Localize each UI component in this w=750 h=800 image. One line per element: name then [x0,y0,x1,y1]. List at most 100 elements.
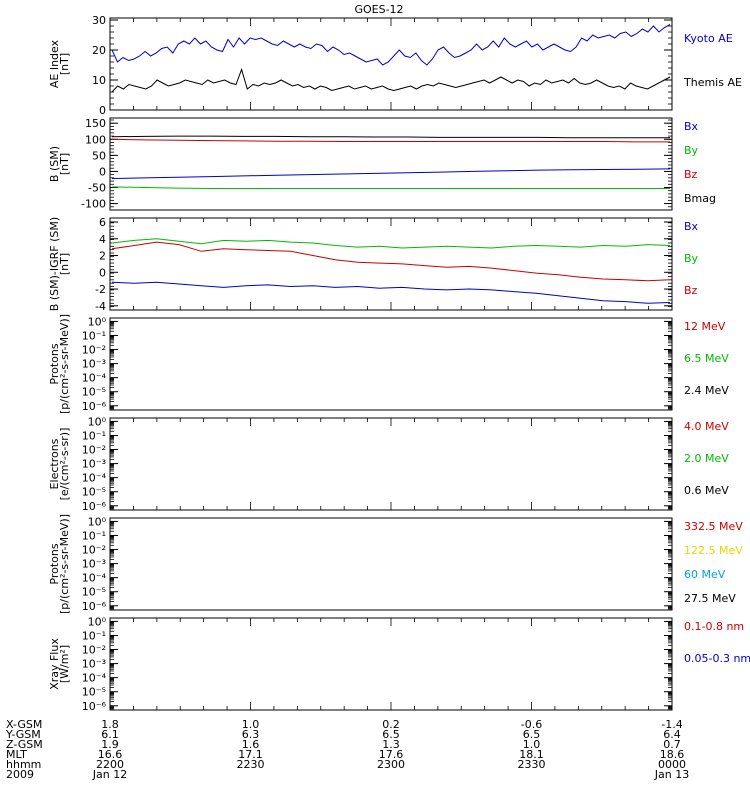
panel-frame [109,317,673,411]
y-tick-label: 10⁻² [82,344,106,357]
x-column-value: 2200 [96,758,124,771]
x-column-value: 2330 [518,758,546,771]
legend-label: Bx [684,120,699,133]
y-axis-label: [p/(cm²-s-sr-MeV)] [58,514,71,614]
x-column-value: -0.6 [521,718,542,731]
x-column-value: 18.6 [660,748,685,761]
x-column-value: 1.0 [242,718,260,731]
x-row-label: X-GSM [6,718,42,731]
legend-label: By [684,144,699,157]
y-axis-label: [nT] [58,253,71,275]
y-tick-label: 10⁻¹ [82,329,106,342]
y-tick-label: 4 [99,233,106,246]
y-axis-label: B (SM) [48,146,61,182]
legend-label: 122.5 MeV [684,544,743,557]
legend-label: Bx [684,220,699,233]
panel-frame [109,617,673,711]
x-row-label: hhmm [6,758,41,771]
x-row-label: Z-GSM [6,738,43,751]
y-tick-label: 10⁰ [88,315,107,328]
y-tick-label: 0 [99,104,106,117]
panel-frame [109,17,673,111]
y-tick-label: 10⁻³ [82,558,106,571]
y-axis-label: [p/(cm²-s-sr-MeV)] [58,314,71,414]
panel-frame [109,117,673,211]
series-line-bx [111,168,671,179]
y-axis-label: [nT] [58,53,71,75]
y-tick-label: 10⁻⁶ [82,500,107,513]
legend-label: 0.1-0.8 nm [684,620,744,633]
legend-label: 2.0 MeV [684,452,729,465]
y-tick-label: 150 [85,117,106,130]
y-tick-label: 0 [99,266,106,279]
legend-label: 4.0 MeV [684,420,729,433]
y-tick-label: -4 [95,300,106,313]
y-tick-label: -50 [88,182,106,195]
legend-label: Bz [684,168,698,181]
y-tick-label: 10⁰ [88,415,107,428]
series-line-bz [111,241,671,282]
y-tick-label: -2 [95,283,106,296]
legend-label: 2.4 MeV [684,384,729,397]
x-column-value: 16.6 [98,748,123,761]
y-axis-label: Protons [48,543,61,584]
y-tick-label: 10⁻¹ [82,629,106,642]
y-tick-label: 10⁻⁶ [82,600,107,613]
x-column-value: 2300 [377,758,405,771]
legend-label: 60 MeV [684,568,726,581]
chart-title: GOES-12 [354,3,403,16]
x-column-value: 2230 [237,758,265,771]
y-tick-label: 0 [99,165,106,178]
y-tick-label: 6 [99,216,106,229]
panel-4: 10⁻⁶10⁻⁵10⁻⁴10⁻³10⁻²10⁻¹10⁰Protons[p/(cm… [48,314,729,710]
panel-1: 0 10 20 30 AE Index[nT] Kyoto AE Themis AE [48,14,742,117]
series-line-bmag [111,135,670,139]
y-tick-label: 10⁻⁴ [82,672,107,685]
legend-label: 332.5 MeV [684,520,743,533]
y-tick-label: 10⁰ [88,615,107,628]
y-axis-label: AE Index [48,39,61,88]
y-axis-label: B (SM)-IGRF (SM) [48,217,61,311]
y-tick-label: 10⁰ [88,515,107,528]
y-tick-label: 10 [92,74,106,87]
y-axis-label: [W/m²] [58,645,71,683]
legend-label: 0.6 MeV [684,484,729,497]
x-column-value: 17.1 [238,748,263,761]
x-column-value: 18.1 [519,748,544,761]
x-column-value: 6.5 [523,728,541,741]
y-tick-label: 10⁻⁴ [82,372,107,385]
y-tick-label: 10⁻² [82,444,106,457]
y-tick-label: 10⁻⁵ [82,686,106,699]
legend-label: Bmag [684,192,716,205]
legend-label: 0.05-0.3 nm [684,652,750,665]
x-row-label: Y-GSM [5,728,41,741]
y-tick-label: 10⁻³ [82,358,106,371]
panel-frame [109,217,673,311]
x-column-value: 0.2 [382,718,400,731]
x-column-value: Jan 13 [654,768,689,781]
legend-label: Kyoto AE [684,32,733,45]
series-line-kyoto-ae [111,24,671,66]
x-column-value: 0000 [658,758,686,771]
y-tick-label: 2 [99,250,106,263]
y-axis-label: Electrons [48,438,61,489]
panel-frame [109,417,673,511]
y-axis-label: Xray Flux [48,638,61,690]
series-line-bx [111,281,671,304]
series-line-themis-ae [111,67,671,93]
x-row-label: 2009 [6,768,34,781]
series-line-by [111,238,671,249]
x-column-value: Jan 12 [92,768,127,781]
y-tick-label: 10⁻⁴ [82,472,107,485]
legend-label: 27.5 MeV [684,592,736,605]
y-tick-label: 10⁻¹ [82,429,106,442]
y-tick-label: 10⁻⁶ [82,700,107,713]
y-tick-label: 10⁻⁵ [82,386,106,399]
x-column-value: 1.0 [523,738,541,751]
y-tick-label: -100 [81,198,106,211]
y-tick-label: 10⁻⁴ [82,572,107,585]
